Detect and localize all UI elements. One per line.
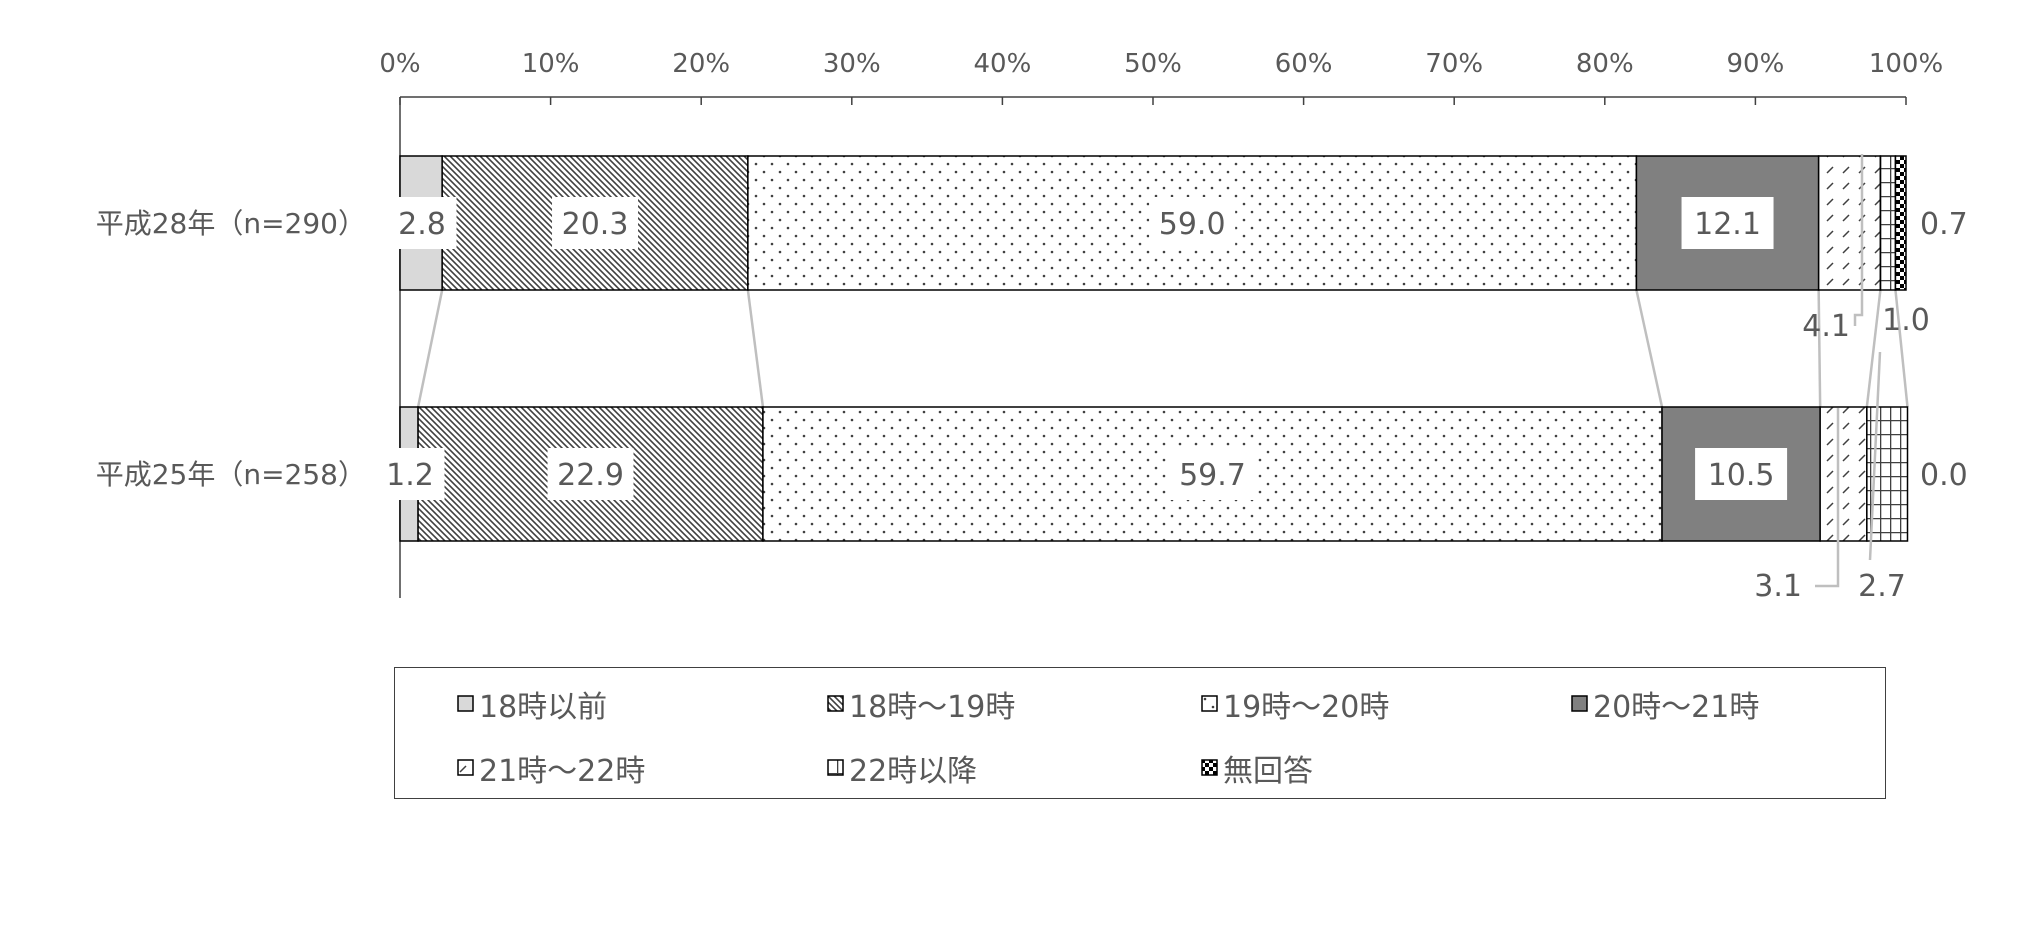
callout-leader [1815,408,1840,588]
data-label-box [387,197,457,249]
data-label-box [1695,448,1788,500]
data-label: 0.0 [1920,458,1968,493]
x-tick-label: 80% [1576,49,1634,79]
x-tick-label: 70% [1425,49,1483,79]
data-label-box [1681,197,1774,249]
x-tick-label: 20% [672,49,730,79]
category-label: 平成25年（n=258） [96,458,366,491]
series-lines [416,289,1909,408]
data-label: 59.0 [1159,207,1226,242]
legend-swatch [457,695,474,712]
data-label: 22.9 [557,458,624,493]
data-label: 20.3 [562,207,629,242]
legend-swatch [827,695,844,712]
data-label-box [552,197,639,249]
legend-item: 18時～19時 [827,682,1015,726]
bar-segment [1819,406,1868,542]
legend-swatch [1201,695,1218,712]
legend-label: 18時以前 [479,690,608,725]
legend-swatch-fill [827,759,844,776]
x-tick-label: 0% [379,49,420,79]
category-label: 平成28年（n=290） [96,207,366,240]
axis-layer: 0% 10% 20% 30% 40% 50% 60% 70% 80% 90% 100% 平成28年（n… [96,49,1943,598]
legend-swatch-fill [457,759,474,776]
series-line [1865,289,1882,408]
series-line [1635,289,1664,408]
data-label: 12.1 [1694,207,1761,242]
legend-item: 20時～21時 [1571,682,1759,726]
legend-item: 22時以降 [827,746,977,790]
callout-leader [1868,351,1882,561]
data-label: 59.7 [1179,458,1246,493]
series-line [416,289,444,408]
x-tick-label: 50% [1124,49,1182,79]
callout-leader [1853,154,1864,326]
x-tick-label: 90% [1727,49,1785,79]
legend-label: 21時～22時 [479,754,646,789]
legend-swatch-fill [1571,695,1588,712]
x-tick-label: 10% [522,49,580,79]
x-tick-label: 100% [1869,49,1943,79]
series-line [746,289,765,408]
legend-swatch [457,759,474,776]
x-tick-label: 60% [1275,49,1333,79]
data-label-box [1169,448,1256,500]
legend-item: 無回答 [1201,746,1313,790]
data-label-box [375,448,445,500]
bar-segment [1817,155,1882,291]
legend-item: 21時～22時 [457,746,645,790]
data-label: 1.0 [1882,303,1930,338]
legend-swatch-fill [827,695,844,712]
series-line [1817,289,1822,408]
data-label: 2.7 [1858,569,1906,604]
bar-segment [1866,406,1909,542]
legend-label: 22時以降 [849,754,978,789]
legend-item: 18時以前 [457,682,607,726]
legend-swatch-fill [1201,695,1218,712]
legend-label: 20時～21時 [1593,690,1760,725]
data-label: 0.7 [1920,207,1968,242]
legend-swatch-fill [457,695,474,712]
legend-label: 19時～20時 [1223,690,1390,725]
legend-label: 18時～19時 [849,690,1016,725]
data-label-box [547,448,634,500]
data-label: 1.2 [386,458,434,493]
legend-swatch [827,759,844,776]
data-label: 10.5 [1708,458,1775,493]
data-label: 2.8 [398,207,446,242]
bar-segment [1879,155,1897,291]
legend-swatch-fill [1201,759,1218,776]
x-tick-label: 30% [823,49,881,79]
legend-swatch [1201,759,1218,776]
bar-segment [1894,155,1907,291]
legend-label: 無回答 [1223,754,1313,789]
x-tick-label: 40% [974,49,1032,79]
data-label: 4.1 [1802,309,1850,344]
data-label-box [1149,197,1236,249]
series-line [1894,289,1909,408]
legend: 18時以前 18時～19時 19時～20時 20時～21時 21時～22時 22時以降 無回… [394,667,1886,799]
legend-swatch [1571,695,1588,712]
legend-item: 19時～20時 [1201,682,1389,726]
data-label: 3.1 [1754,569,1802,604]
data-labels: 2.8 20.3 59.0 12.1 1.2 22.9 59.7 10.5 0.7 4.1 1.0 0… [375,154,1968,604]
